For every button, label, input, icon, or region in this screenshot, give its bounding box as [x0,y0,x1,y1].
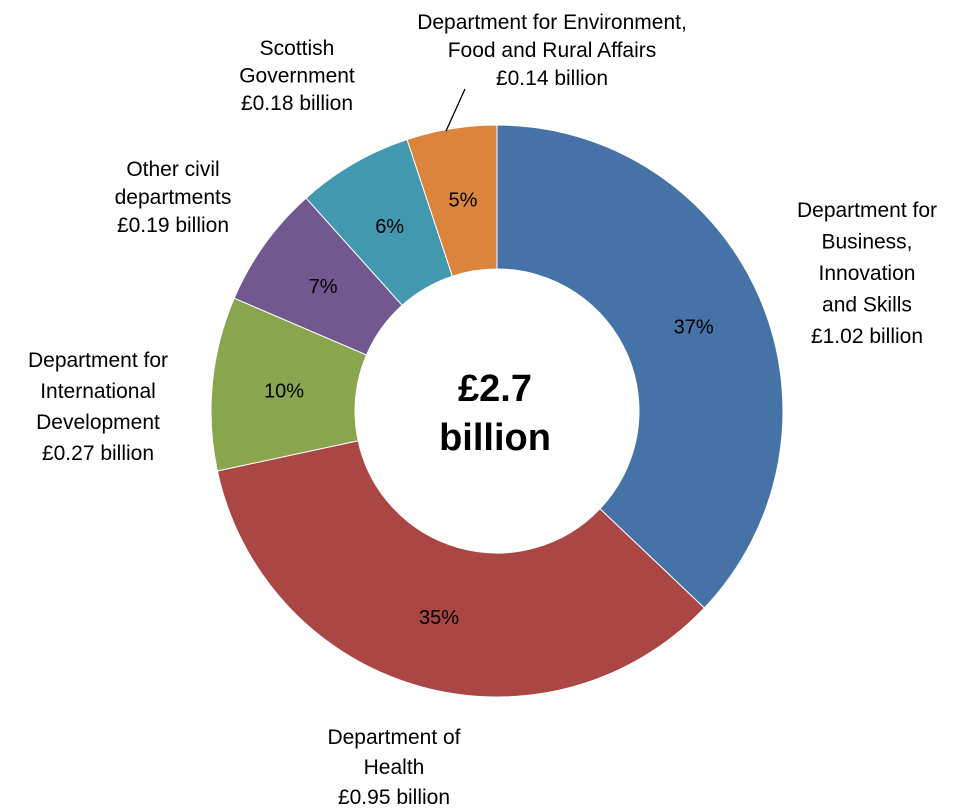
percent-label-1: 37% [674,317,714,339]
category-label-line: Business, [821,231,912,254]
category-label-line: Department for Environment, [417,11,687,34]
percent-label-3: 10% [264,380,304,402]
category-label-line: Innovation [819,262,916,285]
category-label-6: Department for Environment, Food and Rura… [417,11,687,90]
percent-labels: 37% 35% 10% 7% 6% 5% [264,190,714,629]
category-label-line: Department for [28,349,168,372]
category-label-line: International [40,380,156,403]
category-label-line: Scottish [260,37,335,60]
center-total-line-1: £2.7 [458,368,532,410]
percent-label-6: 5% [448,190,477,212]
category-label-line: departments [115,186,232,209]
category-label-line: Health [364,756,425,779]
leader-line [445,88,466,132]
value-label-3: £0.27 billion [42,442,154,465]
percent-label-4: 7% [309,276,338,298]
category-label-line: Government [239,65,355,88]
category-label-1: Department for Business, Innovation and Ski… [797,199,937,348]
donut-slice-6 [406,124,498,277]
value-label-6: £0.14 billion [496,67,608,90]
category-label-2: Department of Health £0.95 billion [327,726,460,809]
value-label-5: £0.18 billion [241,92,353,115]
category-label-line: Other civil [126,158,219,181]
category-label-3: Department for International Development £0… [28,349,168,465]
percent-label-2: 35% [419,607,459,629]
category-label-5: Scottish Government £0.18 billion [239,37,355,115]
category-label-line: Food and Rural Affairs [448,39,657,62]
value-label-2: £0.95 billion [338,786,450,809]
category-label-line: Department for [797,199,937,222]
category-label-line: Department of [327,726,460,749]
donut-slice-1 [496,124,784,609]
category-label-line: Development [36,411,160,434]
value-label-4: £0.19 billion [117,214,229,237]
category-label-line: and Skills [822,294,912,317]
category-label-4: Other civil departments £0.19 billion [115,158,232,237]
center-total-line-2: billion [439,417,551,459]
donut-slice-2 [216,440,706,698]
percent-label-5: 6% [375,216,404,238]
category-labels: Department for Business, Innovation and Ski… [28,11,937,809]
value-label-1: £1.02 billion [811,325,923,348]
donut-slices [210,124,784,698]
